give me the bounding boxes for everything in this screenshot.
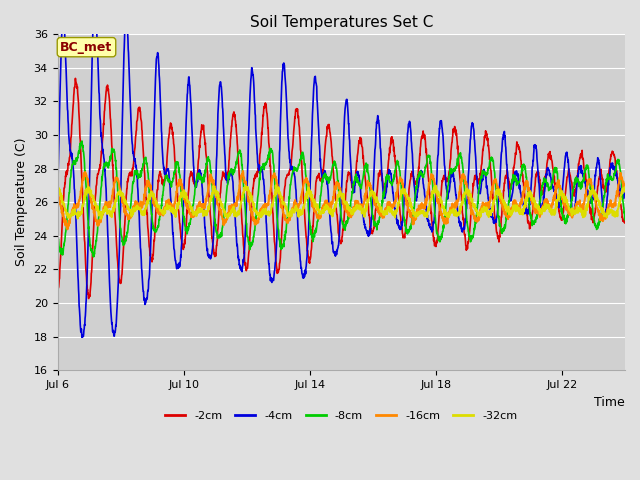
-16cm <box>621 187 629 193</box>
-16cm <box>315 216 323 221</box>
-8cm <box>330 158 338 164</box>
-16cm <box>239 168 247 174</box>
-2cm <box>72 75 79 81</box>
-32cm <box>97 216 105 222</box>
-8cm <box>605 177 612 182</box>
-2cm <box>85 296 93 301</box>
-32cm <box>501 201 509 206</box>
-32cm <box>621 189 629 194</box>
Text: BC_met: BC_met <box>60 41 113 54</box>
-2cm <box>621 220 629 226</box>
-8cm <box>501 222 509 228</box>
-8cm <box>315 206 323 212</box>
-16cm <box>501 211 509 216</box>
-4cm <box>54 199 61 205</box>
Legend: -2cm, -4cm, -8cm, -16cm, -32cm: -2cm, -4cm, -8cm, -16cm, -32cm <box>161 407 522 425</box>
-8cm <box>621 214 629 219</box>
-2cm <box>83 282 91 288</box>
-16cm <box>63 227 71 232</box>
-2cm <box>501 177 509 182</box>
-8cm <box>605 175 613 180</box>
-32cm <box>315 207 323 213</box>
-32cm <box>605 207 612 213</box>
-2cm <box>605 171 612 177</box>
-8cm <box>83 194 91 200</box>
Line: -16cm: -16cm <box>58 171 625 229</box>
-16cm <box>605 203 613 209</box>
Y-axis label: Soil Temperature (C): Soil Temperature (C) <box>15 138 28 266</box>
-4cm <box>501 133 509 139</box>
-4cm <box>315 136 323 142</box>
-4cm <box>621 188 629 194</box>
-32cm <box>605 211 613 216</box>
Line: -4cm: -4cm <box>58 1 625 337</box>
-4cm <box>78 335 86 340</box>
-4cm <box>91 0 99 4</box>
-32cm <box>330 208 338 214</box>
Title: Soil Temperatures Set C: Soil Temperatures Set C <box>250 15 433 30</box>
X-axis label: Time: Time <box>595 396 625 408</box>
-4cm <box>605 175 613 181</box>
-2cm <box>54 286 61 292</box>
-2cm <box>605 167 613 172</box>
Line: -8cm: -8cm <box>58 141 625 257</box>
-16cm <box>83 174 91 180</box>
-32cm <box>272 182 280 188</box>
-16cm <box>330 189 338 194</box>
-8cm <box>90 254 98 260</box>
-16cm <box>605 202 612 207</box>
Line: -2cm: -2cm <box>58 78 625 299</box>
-4cm <box>83 282 91 288</box>
-32cm <box>83 187 90 193</box>
-8cm <box>78 138 86 144</box>
-2cm <box>315 170 323 176</box>
Line: -32cm: -32cm <box>58 185 625 219</box>
-2cm <box>330 177 338 182</box>
-16cm <box>54 188 61 193</box>
-8cm <box>54 228 61 234</box>
-4cm <box>605 177 612 182</box>
-32cm <box>54 185 61 191</box>
-4cm <box>330 249 338 255</box>
